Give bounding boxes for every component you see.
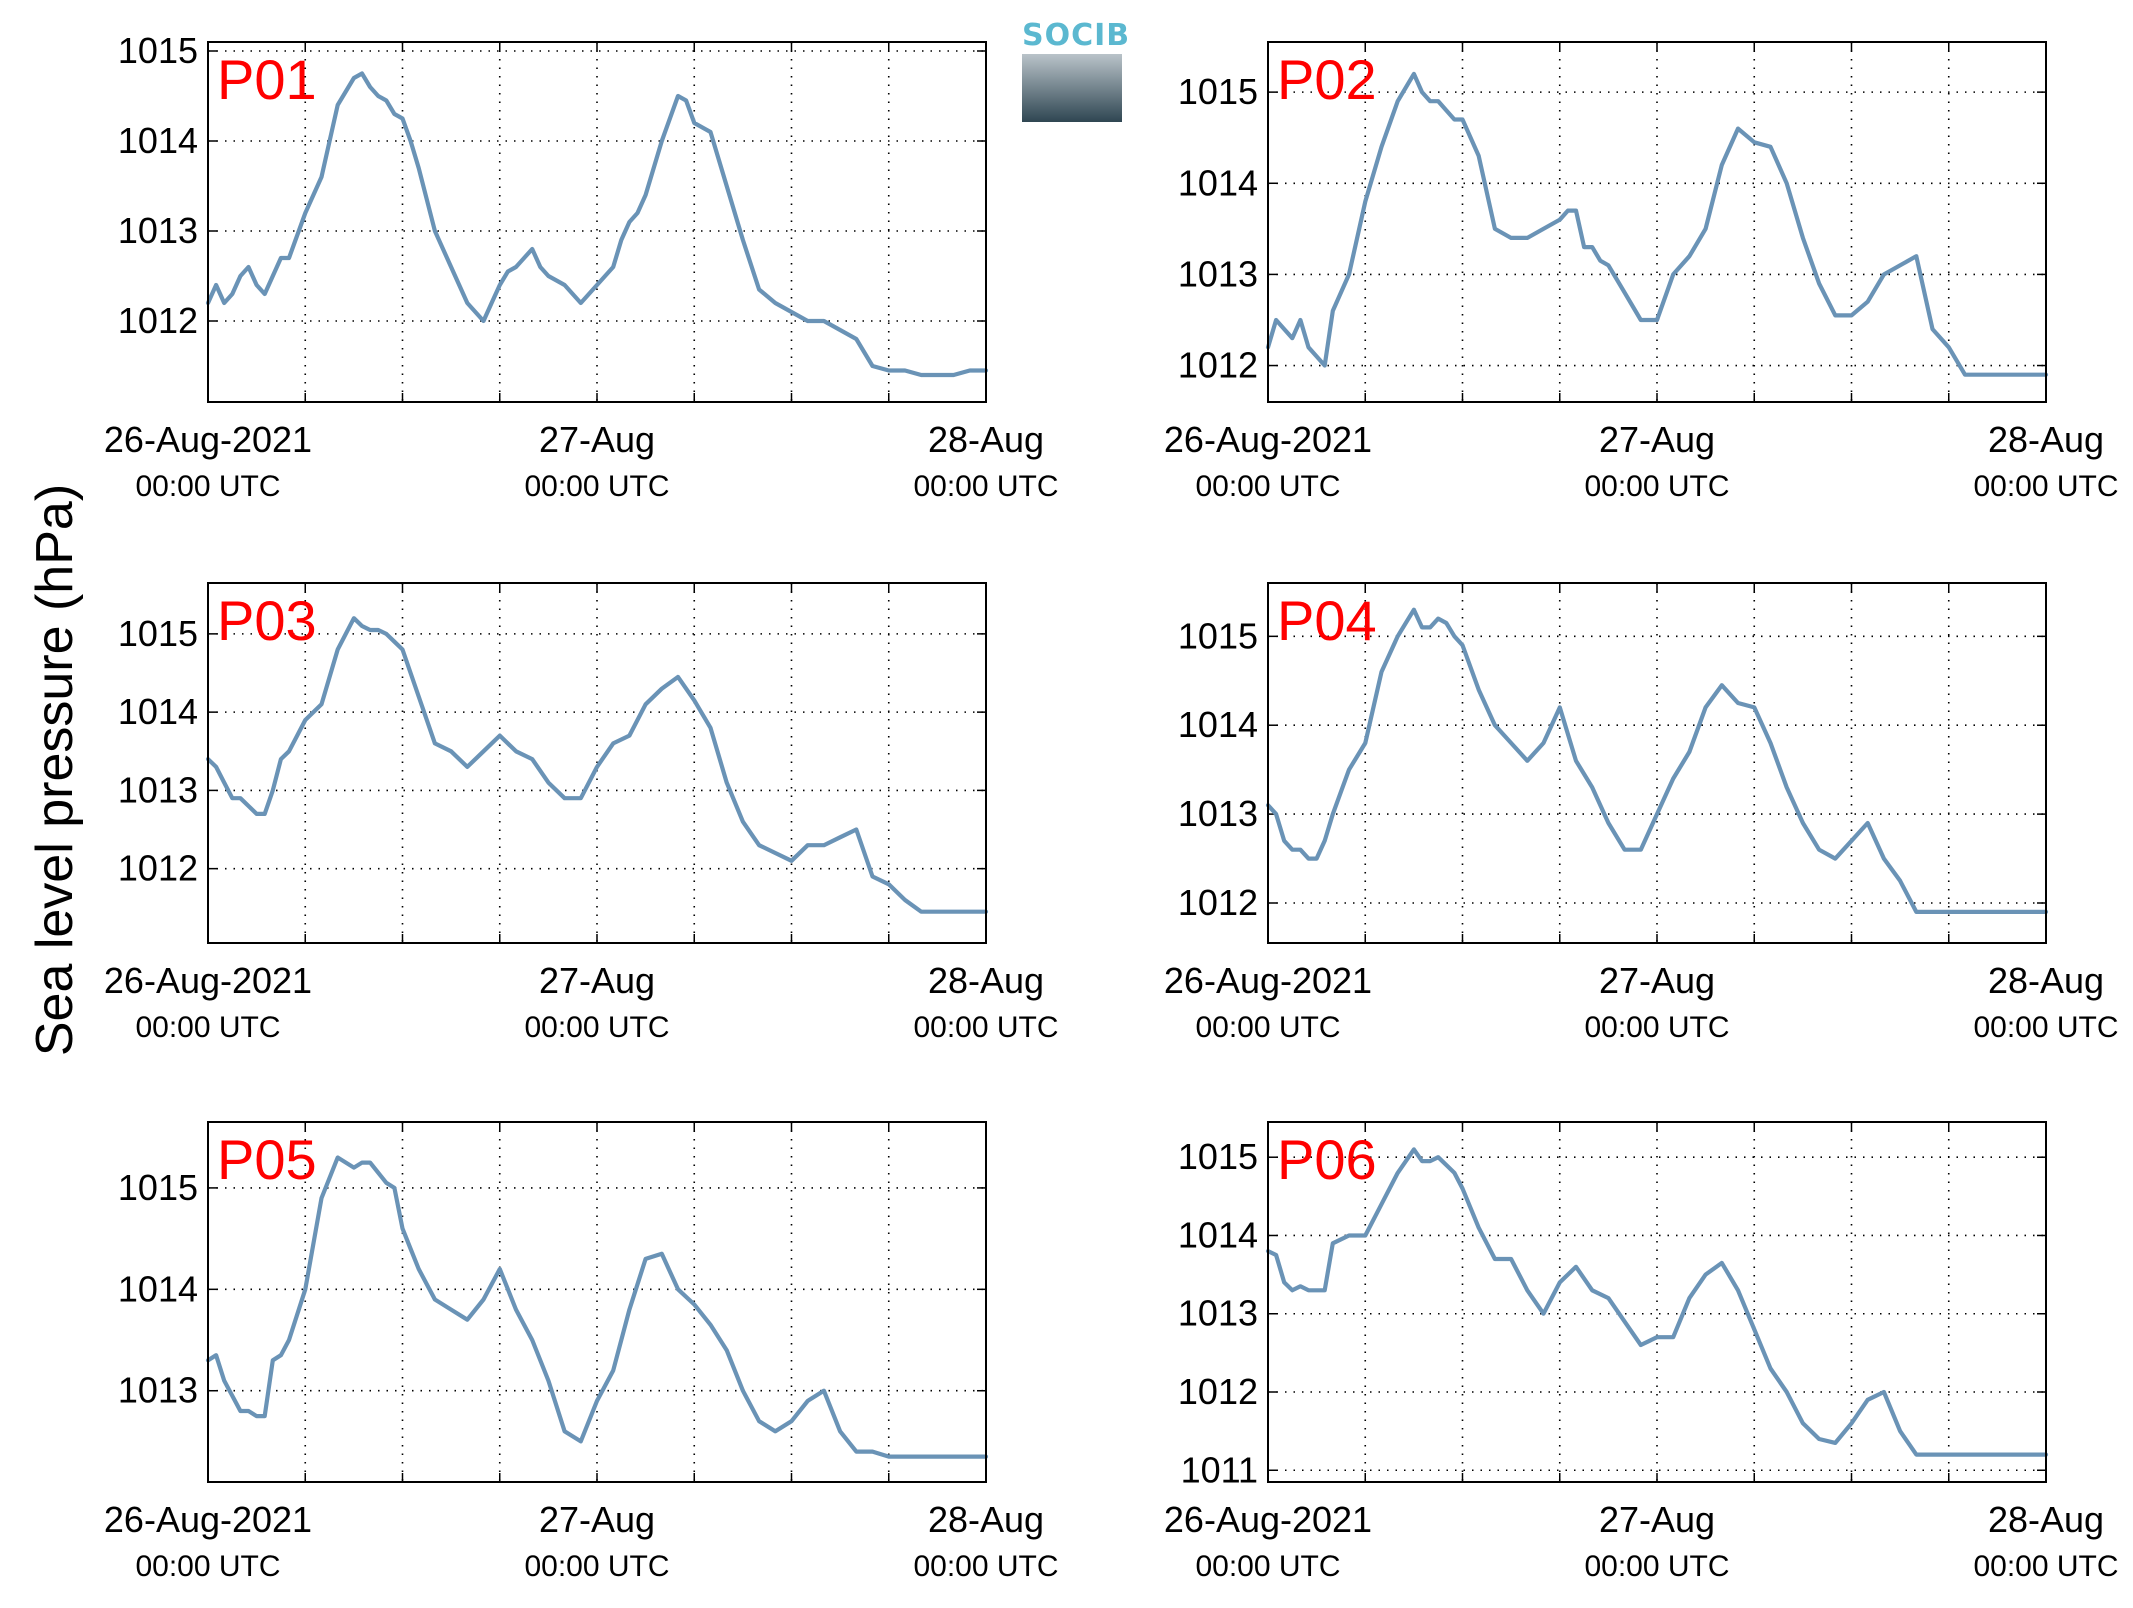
x-tick-label-time: 00:00 UTC xyxy=(1195,1550,1340,1583)
y-tick-label: 1015 xyxy=(1178,615,1258,656)
x-tick-label-date: 27-Aug xyxy=(1599,419,1715,460)
x-tick-label-date: 28-Aug xyxy=(928,960,1044,1001)
x-tick-label-date: 28-Aug xyxy=(928,419,1044,460)
y-tick-label: 1013 xyxy=(1178,1293,1258,1334)
axes-box xyxy=(207,1121,987,1483)
x-tick-label-time: 00:00 UTC xyxy=(135,470,280,503)
series-line xyxy=(205,1155,989,1459)
x-tick-label-date: 27-Aug xyxy=(539,960,655,1001)
panel-title: P06 xyxy=(1277,1128,1377,1191)
x-tick-label-time: 00:00 UTC xyxy=(1584,1011,1729,1044)
x-tick-label-time: 00:00 UTC xyxy=(524,1011,669,1044)
panel-p06: 1011 1012 1013 1014 1015 P06 26-Aug-2021 00:00 … xyxy=(1164,1121,2119,1583)
panel-p02: 1012 1013 1014 1015 P02 26-Aug-2021 00:00 UTC 2… xyxy=(1164,41,2119,503)
x-tick-label-time: 00:00 UTC xyxy=(524,1550,669,1583)
x-tick-label-time: 00:00 UTC xyxy=(135,1550,280,1583)
x-tick-label-time: 00:00 UTC xyxy=(913,1011,1058,1044)
y-tick-label: 1014 xyxy=(118,691,198,732)
x-tick-label-date: 26-Aug-2021 xyxy=(104,419,312,460)
x-tick-label-date: 27-Aug xyxy=(1599,960,1715,1001)
x-tick-label-date: 28-Aug xyxy=(928,1499,1044,1540)
y-tick-label: 1013 xyxy=(1178,253,1258,294)
y-tick-label: 1015 xyxy=(1178,71,1258,112)
y-tick-label: 1013 xyxy=(1178,793,1258,834)
y-tick-label: 1014 xyxy=(1178,704,1258,745)
x-tick-label-date: 27-Aug xyxy=(539,1499,655,1540)
x-tick-label-date: 27-Aug xyxy=(1599,1499,1715,1540)
x-tick-label-time: 00:00 UTC xyxy=(1584,1550,1729,1583)
x-tick-label-time: 00:00 UTC xyxy=(1584,470,1729,503)
x-tick-label-date: 26-Aug-2021 xyxy=(104,960,312,1001)
x-tick-label-time: 00:00 UTC xyxy=(135,1011,280,1044)
panel-p01: 1012 1013 1014 1015 P01 26-Aug-2021 00:00 UTC 2… xyxy=(104,30,1059,503)
panel-title: P05 xyxy=(217,1128,317,1191)
y-tick-label: 1014 xyxy=(1178,1214,1258,1255)
y-tick-label: 1012 xyxy=(1178,345,1258,386)
y-tick-label: 1014 xyxy=(1178,162,1258,203)
y-tick-label: 1015 xyxy=(118,30,198,71)
y-tick-label: 1015 xyxy=(118,1167,198,1208)
y-tick-label: 1013 xyxy=(118,210,198,251)
socib-logo-wave xyxy=(1022,54,1122,122)
socib-logo: SOCIB xyxy=(1022,18,1131,122)
axes-box xyxy=(207,582,987,944)
y-tick-label: 1011 xyxy=(1181,1449,1258,1490)
panel-p04: 1012 1013 1014 1015 P04 26-Aug-2021 00:00 UTC 2… xyxy=(1164,582,2119,1044)
x-tick-label-time: 00:00 UTC xyxy=(1973,470,2118,503)
axes-box xyxy=(1267,1121,2047,1483)
panel-title: P01 xyxy=(217,48,317,111)
y-tick-label: 1015 xyxy=(118,613,198,654)
x-tick-label-date: 26-Aug-2021 xyxy=(104,1499,312,1540)
x-tick-label-date: 26-Aug-2021 xyxy=(1164,419,1372,460)
socib-logo-text: SOCIB xyxy=(1022,18,1131,53)
x-tick-label-time: 00:00 UTC xyxy=(913,470,1058,503)
series-line xyxy=(1265,71,2049,377)
y-axis-label: Sea level pressure (hPa) xyxy=(26,484,84,1056)
x-tick-label-time: 00:00 UTC xyxy=(1973,1011,2118,1044)
x-tick-label-time: 00:00 UTC xyxy=(1195,470,1340,503)
x-tick-label-date: 28-Aug xyxy=(1988,419,2104,460)
x-tick-label-time: 00:00 UTC xyxy=(1973,1550,2118,1583)
y-tick-label: 1013 xyxy=(118,1370,198,1411)
x-tick-label-date: 26-Aug-2021 xyxy=(1164,1499,1372,1540)
x-tick-label-date: 26-Aug-2021 xyxy=(1164,960,1372,1001)
axes-box xyxy=(1267,41,2047,403)
series-line xyxy=(1265,607,2049,914)
x-tick-label-time: 00:00 UTC xyxy=(1195,1011,1340,1044)
y-tick-label: 1014 xyxy=(118,120,198,161)
x-tick-label-date: 27-Aug xyxy=(539,419,655,460)
y-tick-label: 1012 xyxy=(118,300,198,341)
panel-p05: 1013 1014 1015 P05 26-Aug-2021 00:00 UTC 27-Au… xyxy=(104,1121,1059,1583)
y-tick-label: 1015 xyxy=(1178,1136,1258,1177)
y-tick-label: 1014 xyxy=(118,1268,198,1309)
series-line xyxy=(205,71,989,378)
series-line xyxy=(205,616,989,914)
panel-title: P04 xyxy=(1277,589,1377,652)
panel-title: P03 xyxy=(217,589,317,652)
y-tick-label: 1012 xyxy=(118,848,198,889)
y-tick-label: 1013 xyxy=(118,769,198,810)
panel-title: P02 xyxy=(1277,48,1377,111)
y-tick-label: 1012 xyxy=(1178,1371,1258,1412)
axes-box xyxy=(1267,582,2047,944)
series-line xyxy=(1265,1147,2049,1457)
x-tick-label-date: 28-Aug xyxy=(1988,1499,2104,1540)
axes-box xyxy=(207,41,987,403)
y-tick-label: 1012 xyxy=(1178,882,1258,923)
x-tick-label-date: 28-Aug xyxy=(1988,960,2104,1001)
x-tick-label-time: 00:00 UTC xyxy=(913,1550,1058,1583)
x-tick-label-time: 00:00 UTC xyxy=(524,470,669,503)
panel-p03: 1012 1013 1014 1015 P03 26-Aug-2021 00:00 UTC 2… xyxy=(104,582,1059,1044)
